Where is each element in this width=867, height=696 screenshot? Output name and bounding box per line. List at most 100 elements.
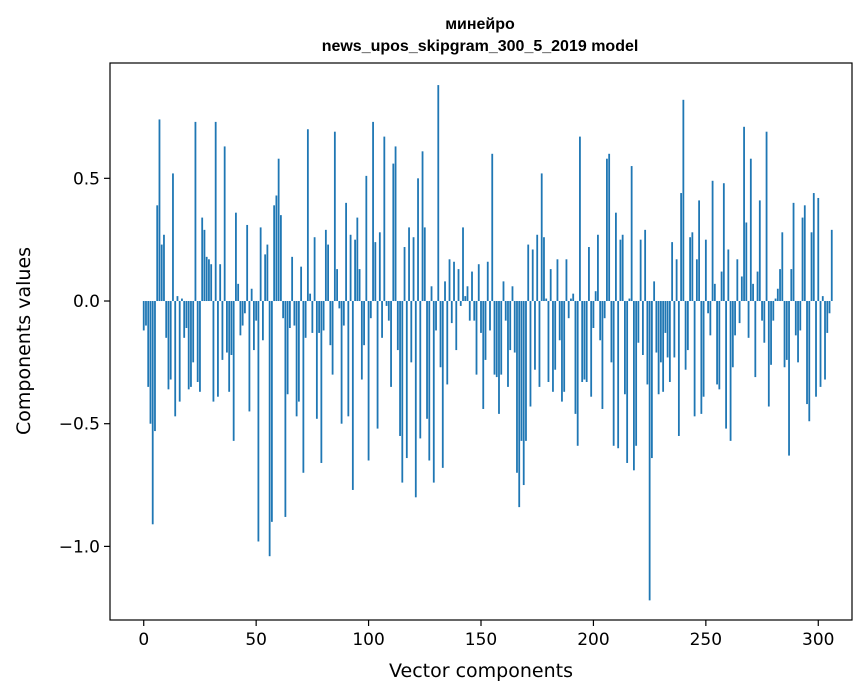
bar-20 (187, 301, 190, 390)
bar-10 (165, 301, 168, 338)
bar-268 (745, 222, 748, 302)
bar-179 (545, 298, 548, 302)
bar-295 (806, 301, 808, 405)
bar-88 (340, 301, 343, 424)
bar-202 (597, 234, 599, 302)
x-tick-label-1: 50 (245, 630, 267, 650)
bar-92 (349, 234, 352, 302)
bar-108 (385, 301, 388, 306)
bar-261 (729, 301, 732, 441)
bar-73 (306, 129, 309, 302)
bar-302 (821, 296, 824, 302)
bar-95 (356, 217, 359, 302)
bar-15 (176, 296, 179, 302)
bar-271 (752, 283, 754, 302)
bar-239 (680, 193, 683, 302)
bar-0 (142, 301, 145, 331)
bar-139 (455, 301, 458, 351)
bar-208 (610, 301, 613, 363)
bar-36 (223, 146, 226, 302)
bar-52 (259, 227, 262, 302)
bar-297 (810, 232, 813, 302)
bar-46 (246, 224, 249, 302)
bar-175 (536, 234, 539, 302)
bar-146 (471, 271, 473, 302)
bar-63 (284, 301, 287, 517)
bar-160 (502, 281, 505, 302)
bar-278 (767, 301, 770, 407)
bar-220 (637, 301, 640, 343)
bar-183 (554, 301, 557, 370)
bar-206 (606, 158, 608, 302)
bar-140 (457, 269, 460, 302)
x-tick-label-0: 0 (138, 630, 149, 650)
bar-198 (588, 247, 590, 302)
bar-25 (199, 301, 201, 392)
bar-217 (630, 166, 633, 302)
bar-112 (394, 146, 397, 302)
bar-85 (333, 131, 336, 302)
bar-243 (689, 237, 692, 302)
bar-12 (169, 301, 172, 380)
bar-275 (761, 301, 763, 321)
bar-21 (190, 301, 192, 387)
bar-203 (599, 301, 602, 341)
bar-288 (790, 269, 793, 302)
bar-157 (495, 301, 498, 378)
bar-149 (477, 264, 480, 302)
bar-86 (336, 269, 338, 302)
bar-65 (288, 301, 291, 328)
y-tick-label-0: −1.0 (59, 537, 100, 557)
bar-266 (740, 276, 743, 302)
bar-37 (226, 301, 228, 353)
bar-216 (628, 298, 631, 302)
bar-110 (390, 301, 392, 387)
bar-247 (698, 200, 700, 302)
bar-299 (815, 301, 817, 397)
bar-171 (527, 244, 530, 302)
y-tick-label-1: −0.5 (59, 415, 100, 435)
bar-291 (797, 301, 799, 363)
bar-264 (736, 259, 739, 302)
plot-frame (109, 62, 853, 621)
bar-156 (493, 301, 496, 375)
bar-106 (381, 301, 383, 338)
bar-282 (776, 288, 779, 302)
bar-292 (799, 301, 802, 331)
bar-64 (286, 301, 289, 395)
y-tick-label-2: 0.0 (73, 292, 100, 312)
bar-19 (185, 301, 188, 328)
bar-250 (704, 239, 707, 302)
bar-184 (556, 259, 559, 302)
bar-26 (201, 217, 204, 302)
bar-145 (468, 301, 471, 321)
bar-49 (253, 301, 255, 351)
bar-47 (248, 301, 251, 412)
bar-32 (214, 121, 217, 302)
bar-270 (749, 158, 752, 302)
bar-133 (441, 301, 444, 468)
bar-262 (731, 301, 734, 368)
bar-134 (444, 281, 446, 302)
bar-23 (194, 121, 197, 302)
bar-122 (417, 178, 419, 302)
bar-48 (250, 288, 253, 302)
bar-121 (414, 301, 417, 498)
bar-226 (650, 301, 653, 459)
bar-210 (615, 212, 617, 302)
bar-155 (491, 153, 494, 302)
bar-3 (149, 301, 152, 424)
bar-248 (700, 301, 703, 414)
bar-2 (147, 301, 150, 387)
bar-245 (693, 301, 696, 417)
bar-181 (549, 269, 552, 302)
bar-51 (257, 301, 260, 542)
bar-187 (563, 301, 566, 392)
bar-148 (475, 301, 478, 375)
bar-24 (196, 301, 199, 382)
bar-94 (354, 239, 356, 302)
bar-199 (590, 301, 593, 397)
bar-296 (808, 301, 811, 422)
bar-87 (338, 301, 341, 309)
bar-123 (419, 301, 422, 439)
